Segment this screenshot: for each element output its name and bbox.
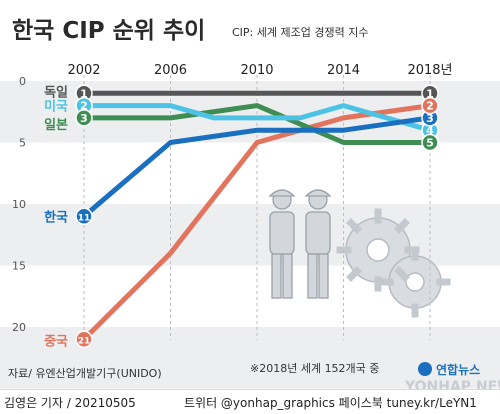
x-tick-label: 2010 xyxy=(240,63,273,78)
y-tick-label: 10 xyxy=(12,198,26,211)
logo-text: 연합뉴스 xyxy=(436,362,480,377)
series-lines xyxy=(81,90,433,342)
y-tick-label: 5 xyxy=(19,137,26,150)
x-tick-label: 2018년 xyxy=(407,63,452,78)
series-line xyxy=(81,115,433,219)
series-line xyxy=(81,103,433,145)
grid-band xyxy=(0,204,500,266)
y-tick-label: 20 xyxy=(12,321,26,334)
series-label: 일본 xyxy=(44,118,68,133)
footer-bar: 김영은 기자 / 20210505 트위터 @yonhap_graphics 페… xyxy=(0,389,500,414)
rank-badge-label: 4 xyxy=(426,124,434,137)
yonhap-logo-icon xyxy=(418,362,432,376)
chart-title: 한국 CIP 순위 추이 xyxy=(12,18,205,44)
rank-badge-label: 2 xyxy=(426,100,434,113)
rank-badge-label: 1 xyxy=(426,87,434,100)
rank-badge-label: 2 xyxy=(80,100,88,113)
note-text: ※2018년 세계 152개국 중 xyxy=(250,362,379,375)
rank-badge-label: 21 xyxy=(78,336,91,346)
byline-text: 김영은 기자 / 20210505 xyxy=(4,396,136,410)
rank-badge-label: 3 xyxy=(426,112,434,125)
x-tick-label: 2014 xyxy=(327,63,360,78)
rank-badge-label: 3 xyxy=(80,112,88,125)
series-label: 독일 xyxy=(44,85,68,100)
series-label: 미국 xyxy=(44,99,68,115)
rank-badge xyxy=(75,330,93,349)
y-tick-label: 15 xyxy=(12,260,26,273)
rank-badge-label: 1 xyxy=(80,87,88,100)
rank-badge xyxy=(421,96,439,115)
worker-gear-illustration xyxy=(268,189,451,318)
rank-badge xyxy=(75,109,93,127)
rank-badge-label: 5 xyxy=(426,137,434,150)
source-text: 자료/ 유엔산업개발기구(UNIDO) xyxy=(8,367,162,380)
y-tick-label: 0 xyxy=(19,75,26,88)
social-text: 트위터 @yonhap_graphics 페이스북 tuney.kr/LeYN1 xyxy=(184,396,477,410)
series-label: 한국 xyxy=(44,209,68,225)
y-axis-ticks: 0 5 10 15 20 xyxy=(12,75,26,334)
series-label: 중국 xyxy=(44,334,68,349)
x-tick-label: 2002 xyxy=(67,63,100,78)
chart-subtitle: CIP: 세계 제조업 경쟁력 지수 xyxy=(232,26,368,39)
rank-badge xyxy=(421,133,439,152)
rank-badge-label: 11 xyxy=(78,213,91,223)
rank-badge xyxy=(75,207,93,226)
series-line xyxy=(81,103,433,133)
x-tick-label: 2006 xyxy=(154,63,187,78)
